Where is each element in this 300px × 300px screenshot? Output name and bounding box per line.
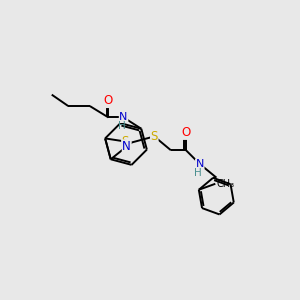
Text: S: S xyxy=(122,135,129,148)
Text: O: O xyxy=(182,126,190,139)
Text: H: H xyxy=(118,121,126,131)
Text: S: S xyxy=(151,130,158,143)
Text: N: N xyxy=(119,112,128,122)
Text: CH₃: CH₃ xyxy=(217,179,235,189)
Text: H: H xyxy=(194,168,202,178)
Text: N: N xyxy=(196,159,204,169)
Text: N: N xyxy=(122,140,131,153)
Text: O: O xyxy=(104,94,113,107)
